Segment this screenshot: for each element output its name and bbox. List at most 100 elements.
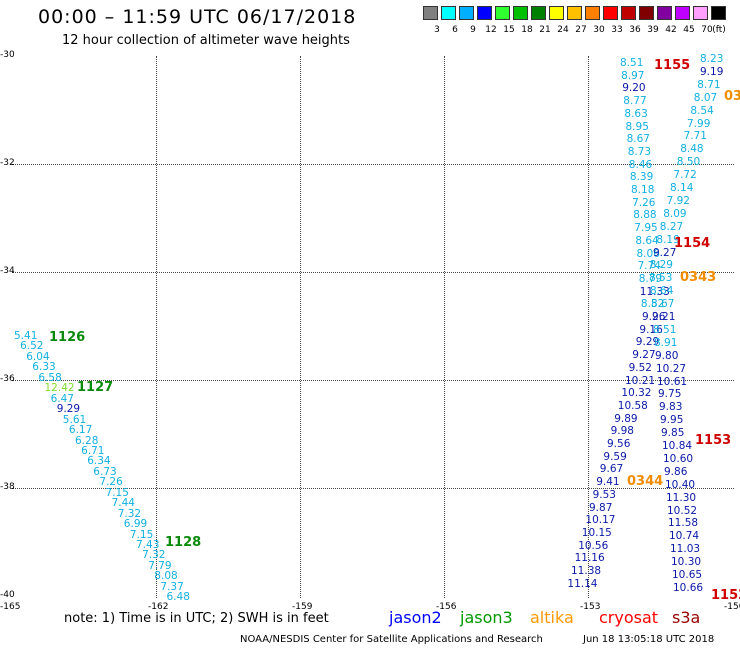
swh-value: 9.21: [652, 311, 676, 323]
legend-label: 27: [575, 25, 587, 35]
swh-value: 12.42: [44, 382, 75, 395]
swh-value: 8.79: [638, 272, 663, 285]
swh-value: 9.89: [614, 412, 638, 425]
meridian-line: [156, 56, 157, 598]
longitude-label: -165: [0, 602, 21, 612]
swh-value: 8.67: [651, 298, 675, 311]
swh-value: 8.73: [627, 145, 652, 158]
latitude-label: -32: [0, 158, 15, 168]
latitude-label: -36: [0, 374, 15, 384]
longitude-label: -159: [292, 602, 313, 612]
swh-value: 7.74: [637, 260, 661, 273]
swh-value: 8.51: [653, 323, 677, 336]
swh-value: 7.99: [687, 117, 711, 130]
parallel-line: [12, 488, 734, 489]
swh-value: 8.08: [154, 570, 178, 583]
mission-cryosat: cryosat: [599, 608, 659, 627]
swh-value: 9.86: [664, 465, 688, 478]
parallel-line: [12, 272, 734, 273]
legend-swatch: [711, 6, 726, 20]
swh-value: 10.58: [617, 399, 648, 412]
legend-unit: (ft): [712, 25, 726, 35]
swh-value: 7.15: [129, 528, 154, 541]
time-label: 0344: [627, 474, 664, 489]
legend-label: 33: [611, 25, 623, 35]
swh-value: 8.67: [626, 133, 650, 146]
legend-swatch: [693, 6, 708, 20]
credit-line: NOAA/NESDIS Center for Satellite Applica…: [240, 634, 543, 645]
swh-value: 7.15: [105, 486, 129, 499]
legend-label: 3: [434, 25, 440, 35]
swh-value: 7.43: [136, 539, 160, 551]
swh-value: 6.99: [123, 518, 148, 531]
legend-label: 30: [593, 25, 605, 35]
swh-value: 10.84: [662, 440, 693, 452]
swh-value: 8.09: [663, 207, 687, 220]
swh-value: 8.77: [623, 95, 647, 108]
mission-jason2: jason2: [389, 608, 442, 627]
swh-value: 11.30: [666, 491, 697, 504]
swh-value: 5.41: [14, 330, 38, 342]
swh-value: 11.58: [668, 517, 699, 530]
swh-value: 9.75: [658, 388, 682, 401]
swh-value: 8.51: [620, 57, 644, 69]
legend-swatch: [675, 6, 690, 20]
legend-label: 36: [629, 25, 641, 35]
time-label: 1126: [49, 330, 86, 345]
swh-value: 8.27: [659, 220, 684, 233]
swh-value: 7.72: [673, 169, 697, 182]
swh-value: 8.54: [690, 104, 714, 117]
swh-value: 11.33: [639, 285, 670, 298]
swh-value: 9.29: [56, 403, 81, 416]
swh-value: 9.87: [589, 501, 613, 514]
swh-value: 9.52: [628, 361, 652, 374]
time-label: 0343: [680, 270, 717, 285]
time-label: 1128: [165, 535, 202, 550]
swh-value: 9.56: [607, 438, 631, 450]
longitude-label: -153: [580, 602, 601, 612]
swh-value: 10.15: [581, 526, 612, 539]
swh-value: 9.27: [653, 246, 677, 259]
swh-value: 6.47: [50, 392, 74, 405]
swh-value: 11.14: [567, 577, 598, 590]
legend-swatch: [513, 6, 528, 20]
swh-value: 8.14: [670, 182, 694, 194]
swh-value: 9.20: [622, 82, 646, 95]
swh-value: 9.41: [596, 476, 620, 489]
swh-value: 7.44: [111, 497, 135, 510]
swh-value: 8.53: [649, 272, 673, 285]
swh-value: 9.26: [642, 311, 666, 323]
swh-value: 8.29: [649, 259, 673, 272]
swh-value: 10.74: [669, 530, 700, 543]
legend-label: 39: [647, 25, 659, 35]
swh-value: 10.40: [665, 478, 696, 491]
swh-value: 10.65: [672, 569, 703, 581]
meridian-line: [300, 56, 301, 598]
legend-swatch: [603, 6, 618, 20]
mission-jason3: jason3: [460, 608, 513, 627]
swh-value: 8.88: [633, 209, 657, 222]
swh-value: 6.34: [87, 455, 111, 468]
mission-s3a: s3a: [672, 608, 701, 627]
map-title: 00:00 – 11:59 UTC 06/17/2018: [38, 6, 357, 28]
swh-value: 8.52: [640, 298, 665, 311]
generated-timestamp: Jun 18 13:05:18 UTC 2018: [583, 634, 715, 645]
legend-label: 6: [452, 25, 458, 35]
legend-label: 15: [503, 25, 515, 35]
latitude-label: -34: [0, 266, 15, 276]
longitude-label: -156: [436, 602, 457, 612]
legend-label: 18: [521, 25, 533, 35]
swh-value: 11.03: [670, 543, 701, 556]
legend-label: 45: [683, 25, 695, 35]
swh-value: 10.27: [656, 362, 687, 375]
map-subtitle: 12 hour collection of altimeter wave hei…: [62, 33, 350, 48]
swh-value: 6.33: [32, 361, 56, 374]
legend-swatch: [567, 6, 582, 20]
latitude-label: -38: [0, 482, 15, 492]
swh-value: 8.23: [700, 53, 724, 65]
swh-value: 6.52: [20, 340, 44, 353]
swh-value: 8.46: [628, 158, 653, 171]
swh-value: 10.32: [621, 387, 652, 400]
swh-value: 6.48: [166, 591, 190, 604]
legend-swatch: [495, 6, 510, 20]
